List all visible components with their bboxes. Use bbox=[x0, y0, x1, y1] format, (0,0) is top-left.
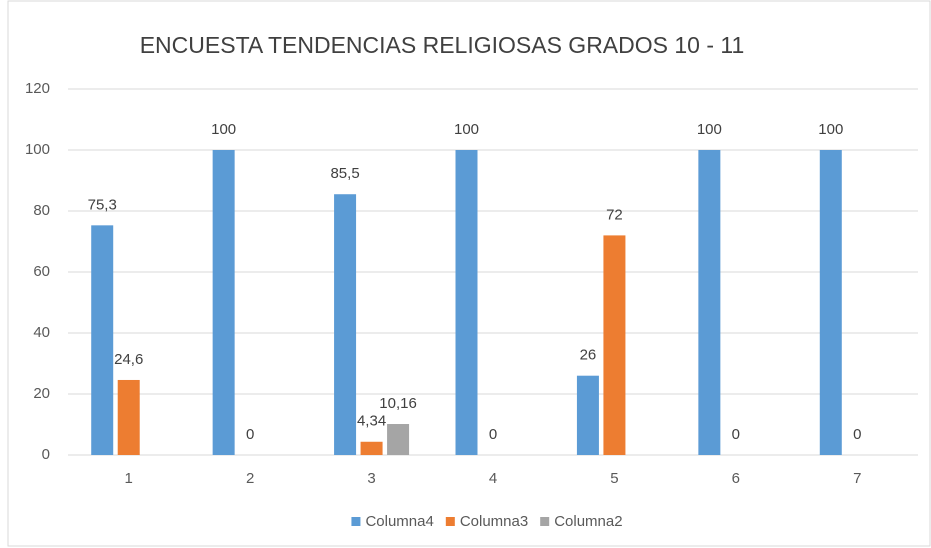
data-label: 100 bbox=[211, 121, 236, 138]
data-label: 0 bbox=[246, 426, 254, 443]
legend-label: Columna2 bbox=[554, 513, 622, 530]
legend-label: Columna4 bbox=[365, 513, 433, 530]
y-tick-label: 40 bbox=[33, 324, 50, 341]
bar bbox=[117, 379, 140, 455]
bar bbox=[387, 424, 410, 455]
y-tick-label: 60 bbox=[33, 263, 50, 280]
legend-label: Columna3 bbox=[460, 513, 528, 530]
legend-swatch bbox=[351, 517, 361, 526]
bar bbox=[603, 235, 626, 455]
x-tick-label: 1 bbox=[125, 470, 133, 487]
bar bbox=[91, 225, 114, 455]
y-tick-label: 120 bbox=[25, 80, 50, 97]
data-label: 85,5 bbox=[330, 165, 359, 182]
bar bbox=[819, 150, 842, 455]
bar bbox=[212, 150, 235, 455]
x-tick-label: 7 bbox=[853, 470, 861, 487]
y-tick-label: 80 bbox=[33, 202, 50, 219]
bar bbox=[576, 375, 599, 455]
y-tick-label: 20 bbox=[33, 385, 50, 402]
data-label: 72 bbox=[606, 206, 623, 223]
chart-title: ENCUESTA TENDENCIAS RELIGIOSAS GRADOS 10… bbox=[140, 32, 745, 58]
data-label: 0 bbox=[853, 426, 861, 443]
bar bbox=[698, 150, 721, 455]
data-label: 100 bbox=[818, 121, 843, 138]
data-label: 100 bbox=[697, 121, 722, 138]
data-label: 10,16 bbox=[379, 395, 417, 412]
x-tick-label: 6 bbox=[732, 470, 740, 487]
data-label: 0 bbox=[489, 426, 497, 443]
y-tick-label: 0 bbox=[42, 446, 50, 463]
data-label: 24,6 bbox=[114, 351, 143, 368]
y-tick-label: 100 bbox=[25, 141, 50, 158]
data-label: 0 bbox=[732, 426, 740, 443]
data-label: 100 bbox=[454, 121, 479, 138]
bar bbox=[334, 194, 357, 455]
x-tick-label: 5 bbox=[610, 470, 618, 487]
x-tick-label: 4 bbox=[489, 470, 497, 487]
data-label: 26 bbox=[580, 347, 597, 364]
data-label: 4,34 bbox=[357, 413, 386, 430]
x-tick-label: 2 bbox=[246, 470, 254, 487]
legend-swatch bbox=[540, 517, 550, 526]
legend-swatch bbox=[445, 517, 455, 526]
x-tick-label: 3 bbox=[367, 470, 375, 487]
bar bbox=[455, 150, 478, 455]
bar bbox=[360, 441, 383, 455]
data-label: 75,3 bbox=[88, 196, 117, 213]
